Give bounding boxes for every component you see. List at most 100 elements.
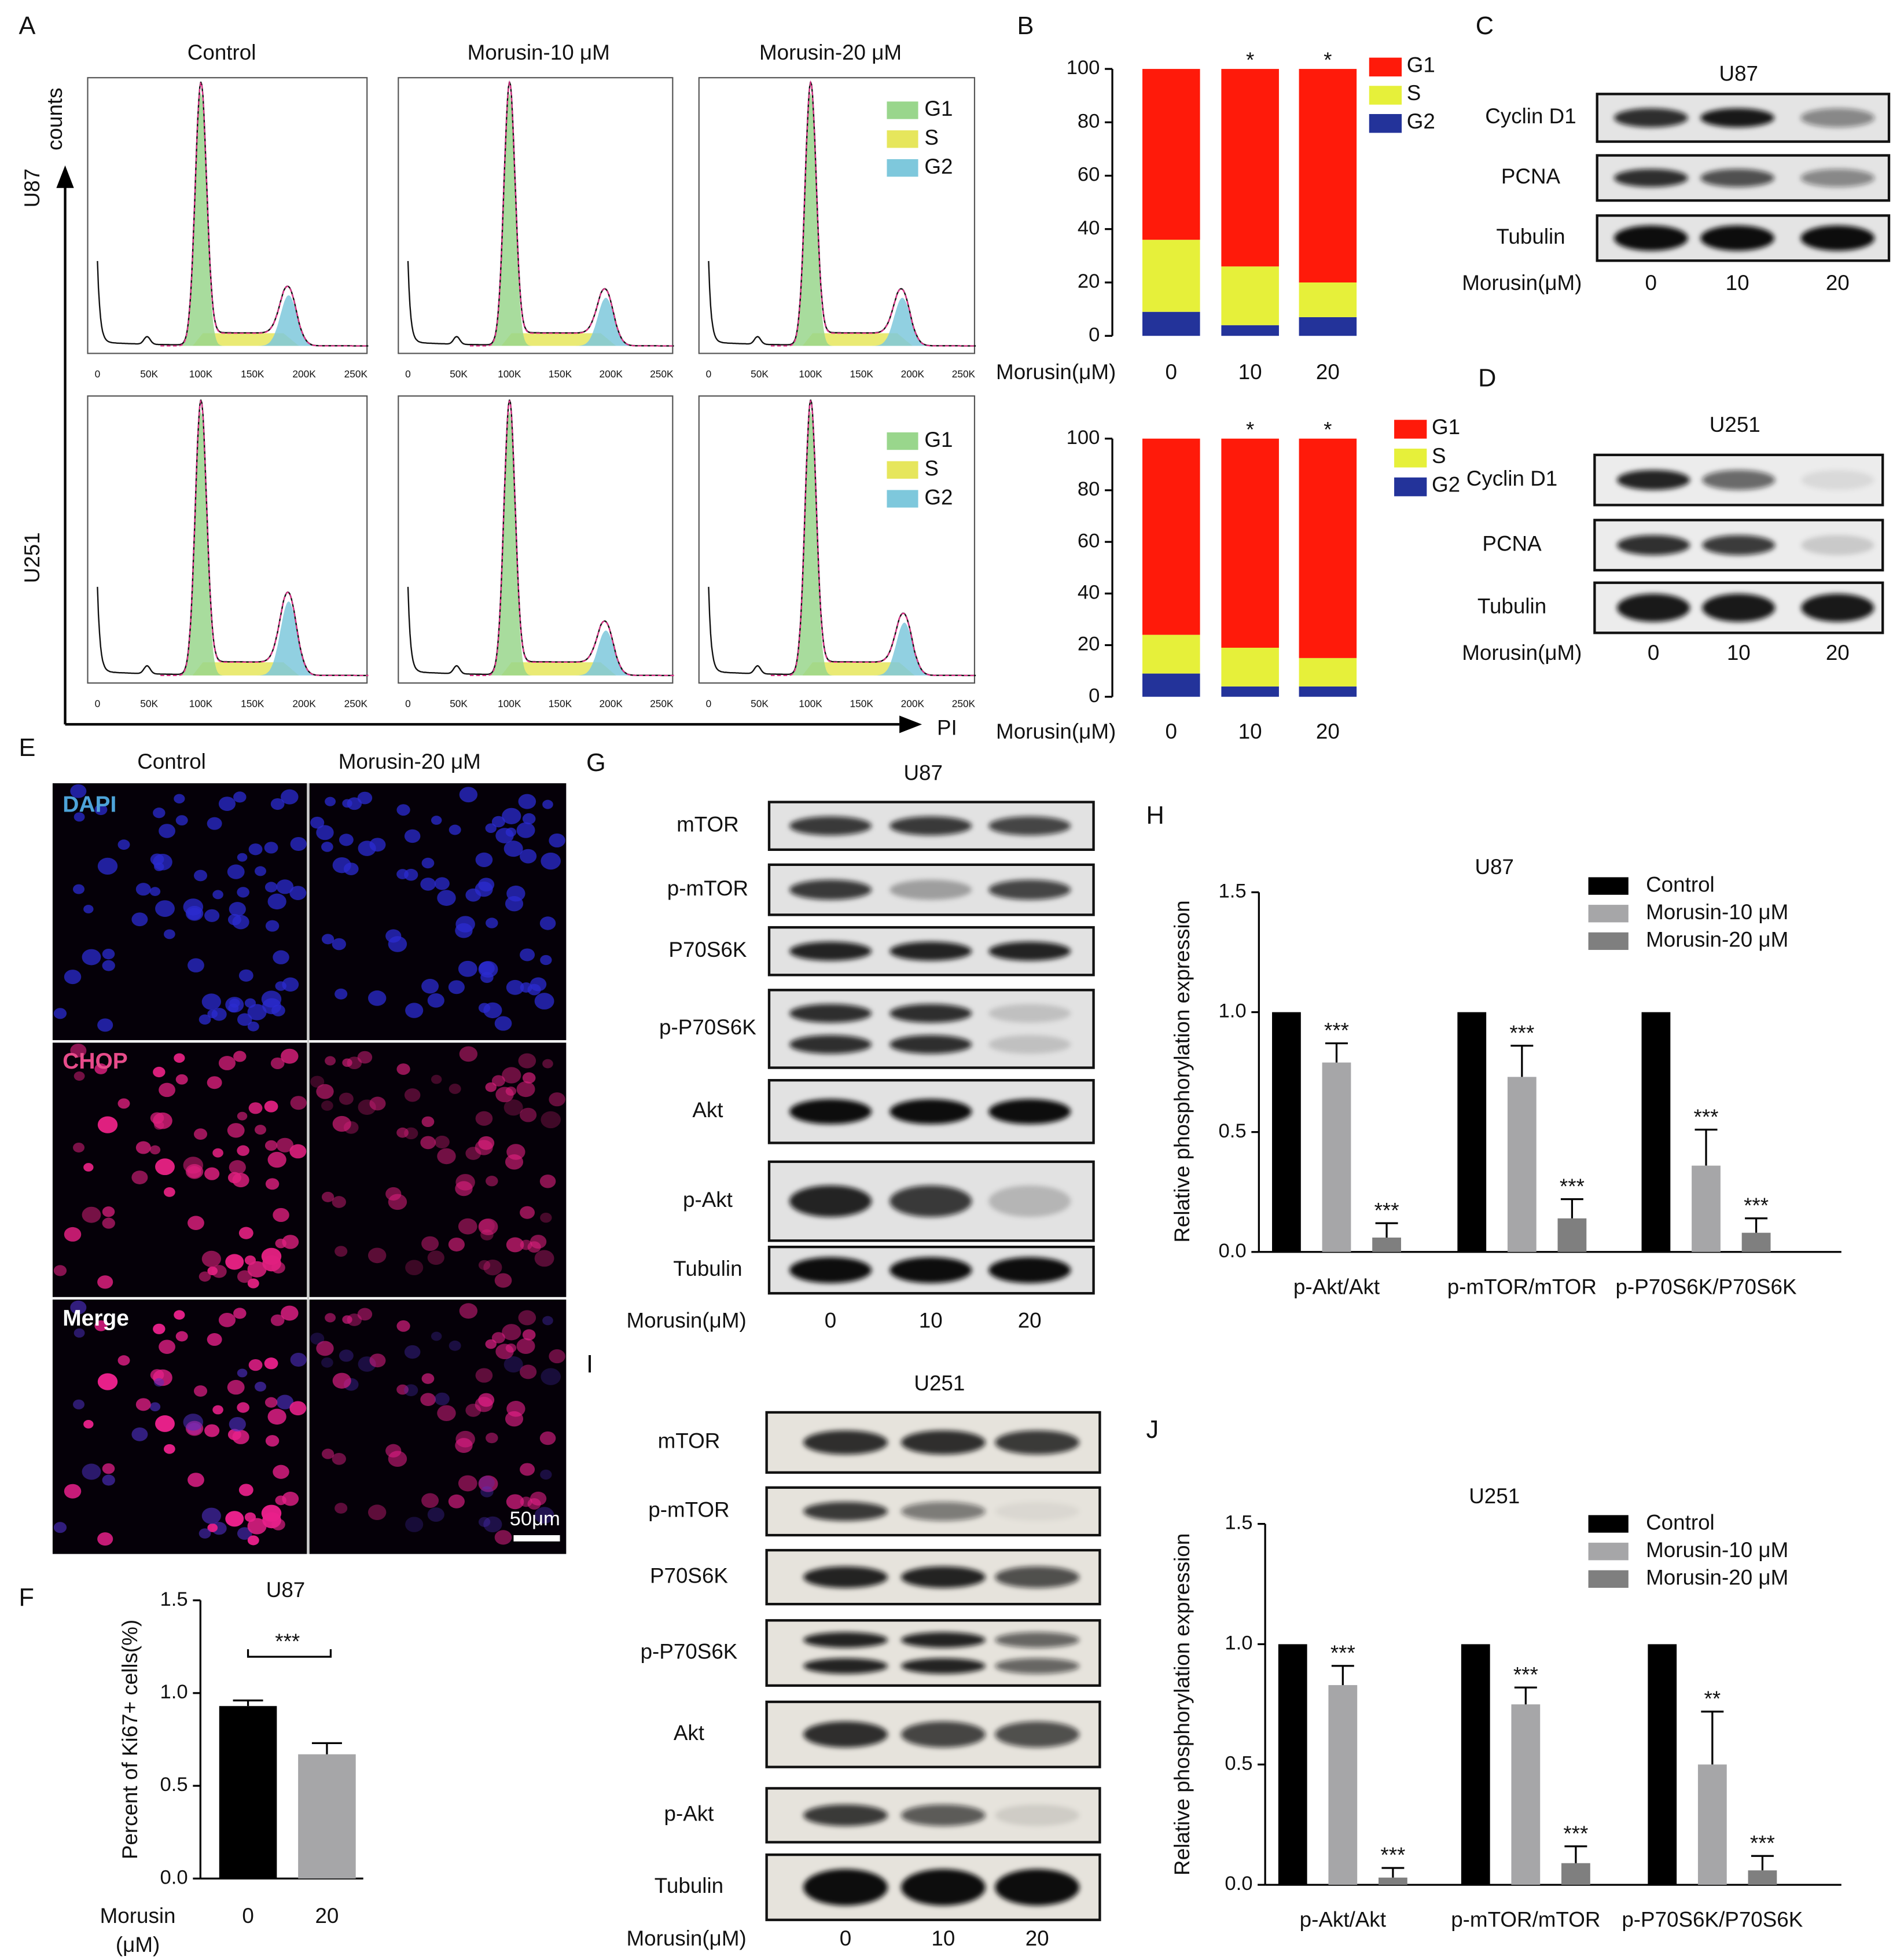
- nucleus: [155, 1415, 175, 1432]
- column-header: Morusin-20 μM: [339, 750, 481, 773]
- nucleus: [154, 1378, 164, 1387]
- nucleus: [175, 815, 188, 826]
- nucleus: [276, 879, 294, 894]
- nucleus: [483, 1002, 502, 1019]
- nucleus: [494, 1273, 512, 1288]
- lane-label: 10: [919, 1309, 943, 1333]
- nucleus: [282, 1492, 299, 1506]
- nucleus: [247, 1004, 267, 1021]
- nucleus: [264, 1100, 278, 1113]
- nucleus: [431, 1331, 442, 1341]
- nucleus: [339, 1092, 354, 1105]
- blot-band: [1800, 108, 1875, 127]
- x-tick-label: 50K: [751, 368, 769, 380]
- x-axis-label: Morusin: [100, 1904, 176, 1928]
- x-tick-label: 150K: [241, 698, 264, 709]
- nucleus: [225, 1254, 244, 1270]
- legend-label: S: [1432, 444, 1446, 468]
- nucleus: [117, 1098, 130, 1109]
- legend-swatch: [1394, 420, 1427, 439]
- nucleus: [495, 828, 514, 843]
- nucleus: [541, 1111, 561, 1129]
- nucleus: [325, 1056, 336, 1066]
- nucleus: [73, 1142, 85, 1152]
- blot-band: [789, 1035, 872, 1054]
- blot-row-label: p-mTOR: [667, 876, 748, 900]
- blot-band: [988, 941, 1071, 961]
- blot-band: [995, 1632, 1080, 1648]
- bar-segment: [1299, 317, 1357, 336]
- x-tick-label: 150K: [850, 698, 874, 709]
- nucleus: [102, 1463, 115, 1474]
- blot-title: U251: [1710, 413, 1760, 436]
- nucleus: [388, 936, 407, 952]
- blot-row-label: p-Akt: [664, 1802, 714, 1826]
- nucleus: [188, 958, 204, 972]
- x-tick-label: 200K: [599, 698, 623, 709]
- x-tick-label: 100K: [189, 698, 213, 709]
- significance: ***: [1374, 1198, 1399, 1222]
- nucleus: [458, 1218, 477, 1235]
- blot-band: [803, 1658, 888, 1674]
- legend-swatch: [1588, 905, 1629, 923]
- nucleus: [247, 1261, 267, 1278]
- nucleus: [479, 961, 495, 975]
- nucleus: [458, 960, 477, 977]
- nucleus: [201, 1507, 221, 1524]
- nucleus: [237, 1368, 248, 1378]
- nucleus: [150, 1112, 164, 1124]
- blot-band: [803, 1430, 888, 1455]
- x-tick-label: 150K: [549, 368, 572, 380]
- nucleus: [520, 1206, 535, 1219]
- nucleus: [357, 791, 373, 805]
- nucleus: [549, 833, 565, 848]
- x-tick-label: 200K: [901, 698, 925, 709]
- bar: [298, 1754, 356, 1879]
- nucleus: [503, 1356, 523, 1373]
- scale-bar-label: 50μm: [510, 1508, 560, 1530]
- blot-x-label: Morusin(μM): [627, 1926, 747, 1950]
- nucleus: [522, 1072, 536, 1084]
- nucleus: [522, 813, 536, 825]
- legend-swatch: [1588, 1570, 1629, 1588]
- bar-segment: [1221, 686, 1279, 697]
- nucleus: [248, 843, 263, 856]
- blot-band: [900, 1566, 986, 1588]
- y-tick-label: 100: [1067, 427, 1100, 449]
- x-axis-label: (μM): [116, 1933, 160, 1957]
- legend-label: G1: [1432, 415, 1460, 439]
- blot-row-label: mTOR: [658, 1429, 721, 1453]
- nucleus: [357, 1051, 373, 1064]
- nucleus: [421, 1116, 435, 1128]
- nucleus: [159, 824, 175, 838]
- nucleus: [247, 1518, 267, 1535]
- nucleus: [183, 1157, 204, 1174]
- nucleus: [421, 979, 439, 994]
- nucleus: [335, 988, 348, 1000]
- nucleus: [255, 1381, 266, 1392]
- nucleus: [404, 829, 421, 843]
- nucleus: [64, 1484, 82, 1499]
- nucleus: [449, 824, 461, 835]
- blot-band: [1800, 225, 1875, 251]
- nucleus: [321, 1100, 333, 1111]
- blot-band: [995, 1721, 1080, 1748]
- x-tick-label: 0: [405, 368, 411, 380]
- nucleus: [421, 1373, 435, 1384]
- nucleus: [475, 1111, 493, 1126]
- nucleus: [506, 1494, 524, 1510]
- nucleus: [434, 1392, 450, 1405]
- x-tick-label: 200K: [292, 368, 316, 380]
- x-tick-label: 100K: [799, 368, 822, 380]
- nucleus: [238, 1484, 253, 1496]
- y-tick-label: 1.5: [160, 1588, 188, 1610]
- nucleus: [486, 917, 498, 928]
- nucleus: [290, 1353, 307, 1367]
- lane-label: 20: [1826, 641, 1850, 665]
- nucleus: [427, 1507, 444, 1522]
- blot-band: [789, 816, 872, 836]
- lane-label: 0: [825, 1309, 836, 1333]
- nucleus: [135, 883, 151, 896]
- x-tick-label: 0: [706, 698, 712, 709]
- nucleus: [102, 948, 115, 960]
